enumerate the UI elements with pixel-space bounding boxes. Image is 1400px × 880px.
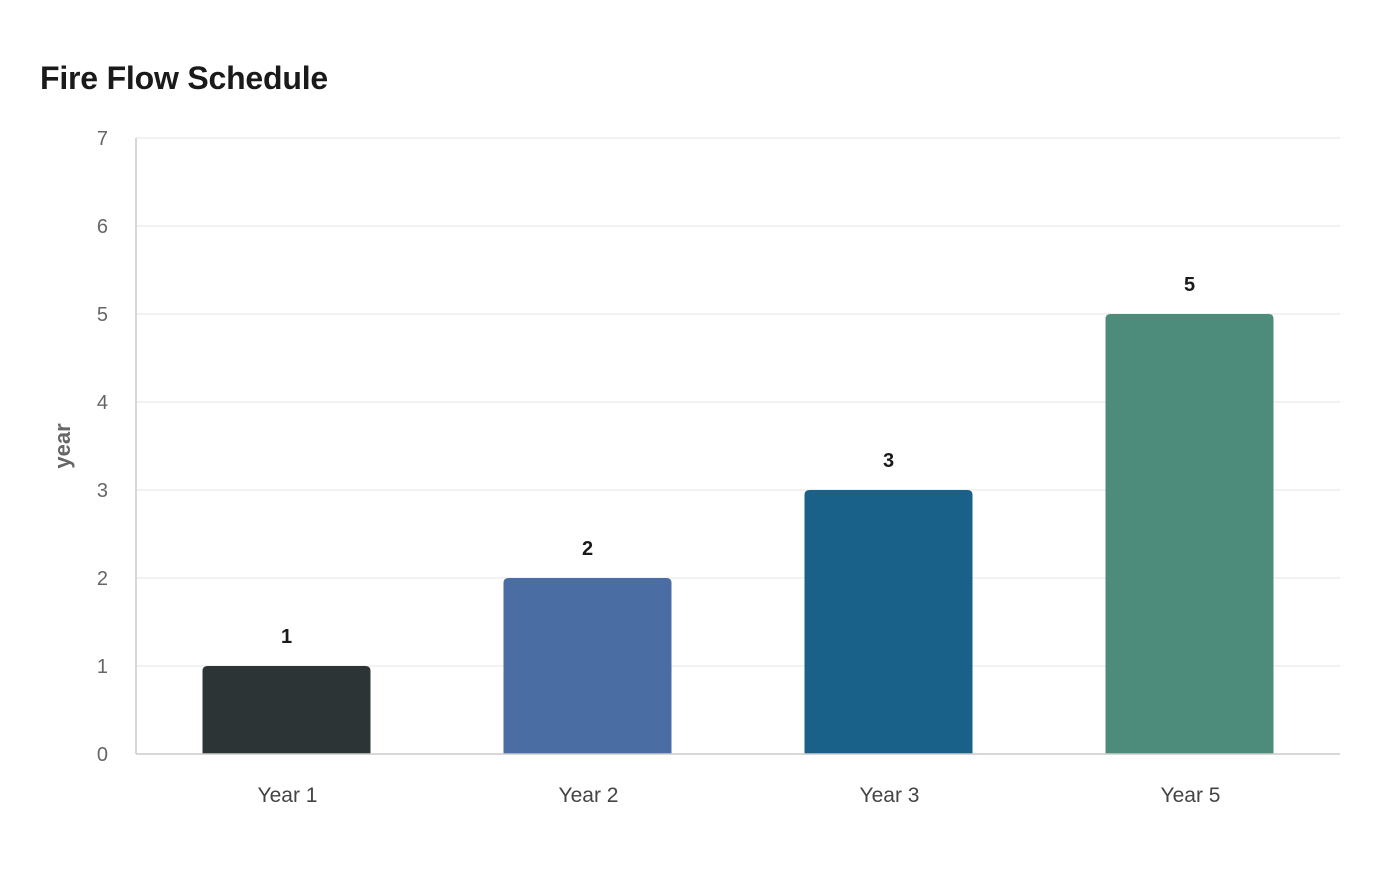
y-tick-label: 1 [97, 656, 108, 678]
y-tick-label: 7 [97, 128, 108, 150]
y-axis-title: year [50, 423, 75, 469]
data-label: 1 [281, 626, 292, 648]
x-tick-label: Year 2 [559, 784, 619, 807]
bar-year-1 [202, 666, 371, 754]
x-tick-label: Year 5 [1161, 784, 1221, 807]
labels: 0 1 2 3 4 5 6 7 1 Year 1 2 Year 2 3 Year 3 5 Year 5 [97, 128, 1221, 807]
bar-year-3 [804, 490, 973, 754]
y-tick-label: 4 [97, 392, 108, 414]
bar-year-5 [1105, 314, 1274, 754]
y-tick-label: 3 [97, 480, 108, 502]
data-label: 2 [582, 538, 593, 560]
y-tick-label: 0 [97, 744, 108, 766]
axes [135, 138, 1340, 755]
y-tick-label: 5 [97, 304, 108, 326]
y-tick-label: 2 [97, 568, 108, 590]
y-tick-label: 6 [97, 216, 108, 238]
bar-year-2 [503, 578, 672, 754]
chart-title: Fire Flow Schedule [40, 60, 329, 96]
data-label: 3 [883, 450, 894, 472]
x-tick-label: Year 3 [860, 784, 920, 807]
x-tick-label: Year 1 [258, 784, 318, 807]
data-label: 5 [1184, 274, 1195, 296]
bars [202, 314, 1274, 754]
